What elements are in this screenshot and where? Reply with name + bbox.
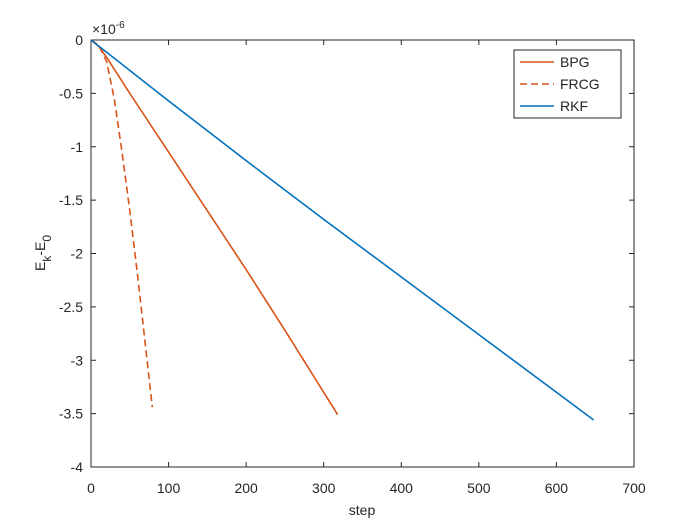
y-tick-label: -0.5 [59,85,83,101]
x-tick-label: 100 [157,480,181,496]
x-tick-label: 600 [545,480,569,496]
legend-label: BPG [560,54,590,70]
series-line [90,39,154,408]
y-tick-label: -3 [71,352,84,368]
y-label-part: k [40,255,54,262]
y-multiplier: ×10-6 [92,20,125,37]
y-label-part: 0 [40,235,54,242]
x-tick-label: 300 [312,480,336,496]
x-tick-label: 700 [622,480,646,496]
y-multiplier-exponent: -6 [116,20,125,31]
y-tick-label: -1 [71,139,84,155]
x-axis-label: step [349,502,376,518]
y-multiplier-base: ×10 [92,21,116,37]
x-tick-label: 500 [467,480,491,496]
y-label-part: E [32,262,48,271]
y-axis-label: Ek-E0 [32,235,54,271]
y-tick-label: -2.5 [59,299,83,315]
legend: BPG FRCG RKF [513,49,622,119]
legend-label: RKF [560,98,588,114]
legend-label: FRCG [560,76,600,92]
series-line [90,39,595,421]
y-tick-label: -2 [71,246,84,262]
x-tick-label: 0 [87,480,95,496]
y-label-part: -E [32,242,48,256]
x-tick-label: 400 [390,480,414,496]
y-tick-label: -4 [71,459,84,475]
y-tick-label: -1.5 [59,192,83,208]
y-tick-label: -3.5 [59,406,83,422]
x-tick-label: 200 [234,480,258,496]
y-tick-label: 0 [75,32,83,48]
